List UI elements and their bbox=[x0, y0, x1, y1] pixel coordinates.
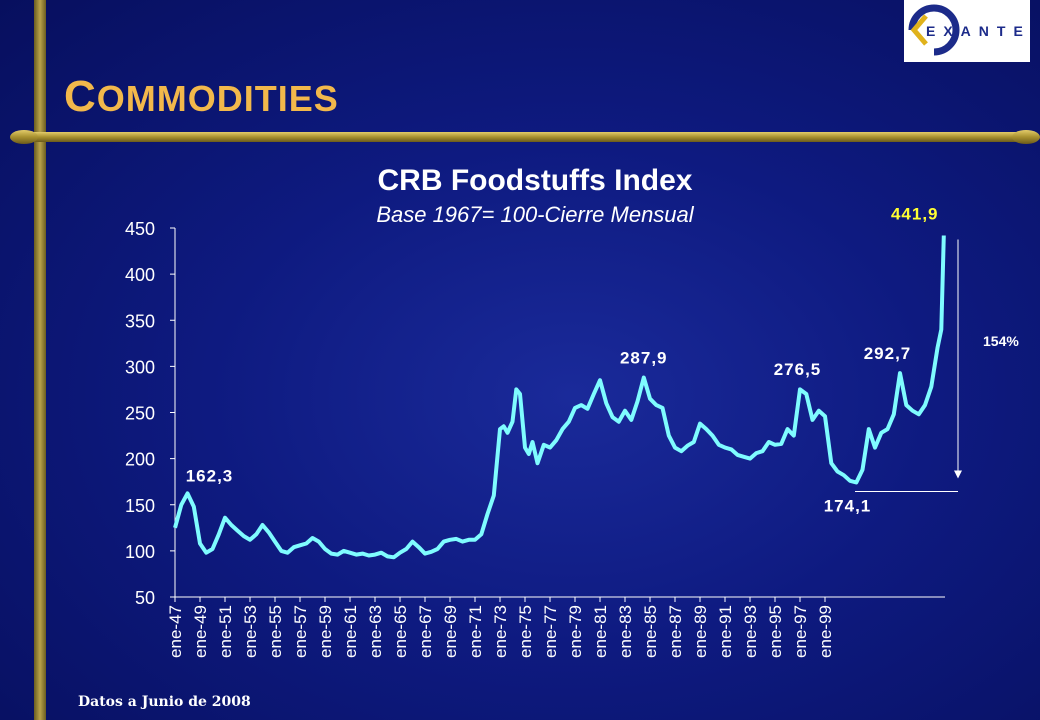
y-tick-label: 150 bbox=[125, 496, 155, 516]
x-tick-label: ene-95 bbox=[766, 605, 785, 658]
svg-text:EXANTE: EXANTE bbox=[926, 23, 1030, 39]
decorative-horizontal-bar bbox=[10, 130, 1040, 144]
y-tick-label: 450 bbox=[125, 219, 155, 239]
x-tick-label: ene-67 bbox=[416, 605, 435, 658]
x-tick-label: ene-75 bbox=[516, 605, 535, 658]
x-tick-label: ene-49 bbox=[191, 605, 210, 658]
y-tick-label: 300 bbox=[125, 357, 155, 377]
data-label: 174,1 bbox=[824, 497, 872, 516]
chart-title: CRB Foodstuffs Index bbox=[377, 164, 693, 197]
x-tick-label: ene-61 bbox=[341, 605, 360, 658]
x-tick-label: ene-83 bbox=[616, 605, 635, 658]
x-tick-label: ene-77 bbox=[541, 605, 560, 658]
data-label: 276,5 bbox=[774, 360, 822, 379]
x-tick-label: ene-87 bbox=[666, 605, 685, 658]
x-tick-label: ene-97 bbox=[791, 605, 810, 658]
y-tick-label: 350 bbox=[125, 311, 155, 331]
data-label: 292,7 bbox=[864, 344, 912, 363]
page-title: COMMODITIES bbox=[64, 72, 339, 122]
x-tick-label: ene-65 bbox=[391, 605, 410, 658]
y-tick-label: 400 bbox=[125, 265, 155, 285]
data-label: 441,9 bbox=[891, 204, 939, 223]
x-tick-label: ene-99 bbox=[816, 605, 835, 658]
x-tick-label: ene-73 bbox=[491, 605, 510, 658]
change-percent-label: 154% bbox=[983, 333, 1019, 349]
x-tick-label: ene-47 bbox=[166, 605, 185, 658]
data-label: 287,9 bbox=[620, 349, 668, 368]
page-title-rest: OMMODITIES bbox=[96, 78, 339, 119]
decorative-vertical-bar bbox=[34, 0, 46, 720]
data-date-note: Datos a Junio de 2008 bbox=[78, 694, 251, 710]
x-tick-label: ene-93 bbox=[741, 605, 760, 658]
y-tick-label: 250 bbox=[125, 404, 155, 424]
x-tick-label: ene-85 bbox=[641, 605, 660, 658]
exante-logo: EXANTE bbox=[904, 0, 1030, 62]
y-tick-label: 100 bbox=[125, 542, 155, 562]
y-tick-label: 200 bbox=[125, 450, 155, 470]
x-tick-label: ene-55 bbox=[266, 605, 285, 658]
x-tick-label: ene-91 bbox=[716, 605, 735, 658]
x-tick-label: ene-59 bbox=[316, 605, 335, 658]
x-tick-label: ene-57 bbox=[291, 605, 310, 658]
x-tick-label: ene-79 bbox=[566, 605, 585, 658]
x-tick-label: ene-69 bbox=[441, 605, 460, 658]
x-tick-label: ene-63 bbox=[366, 605, 385, 658]
x-tick-label: ene-81 bbox=[591, 605, 610, 658]
y-tick-label: 50 bbox=[135, 588, 155, 608]
x-tick-label: ene-71 bbox=[466, 605, 485, 658]
x-tick-label: ene-89 bbox=[691, 605, 710, 658]
x-tick-label: ene-51 bbox=[216, 605, 235, 658]
x-tick-label: ene-53 bbox=[241, 605, 260, 658]
series-line-crb-foodstuffs bbox=[173, 235, 946, 560]
chart-subtitle: Base 1967= 100-Cierre Mensual bbox=[376, 202, 694, 227]
page-title-initial: C bbox=[64, 72, 97, 121]
data-label: 162,3 bbox=[186, 466, 234, 485]
change-arrow-head bbox=[954, 470, 962, 479]
